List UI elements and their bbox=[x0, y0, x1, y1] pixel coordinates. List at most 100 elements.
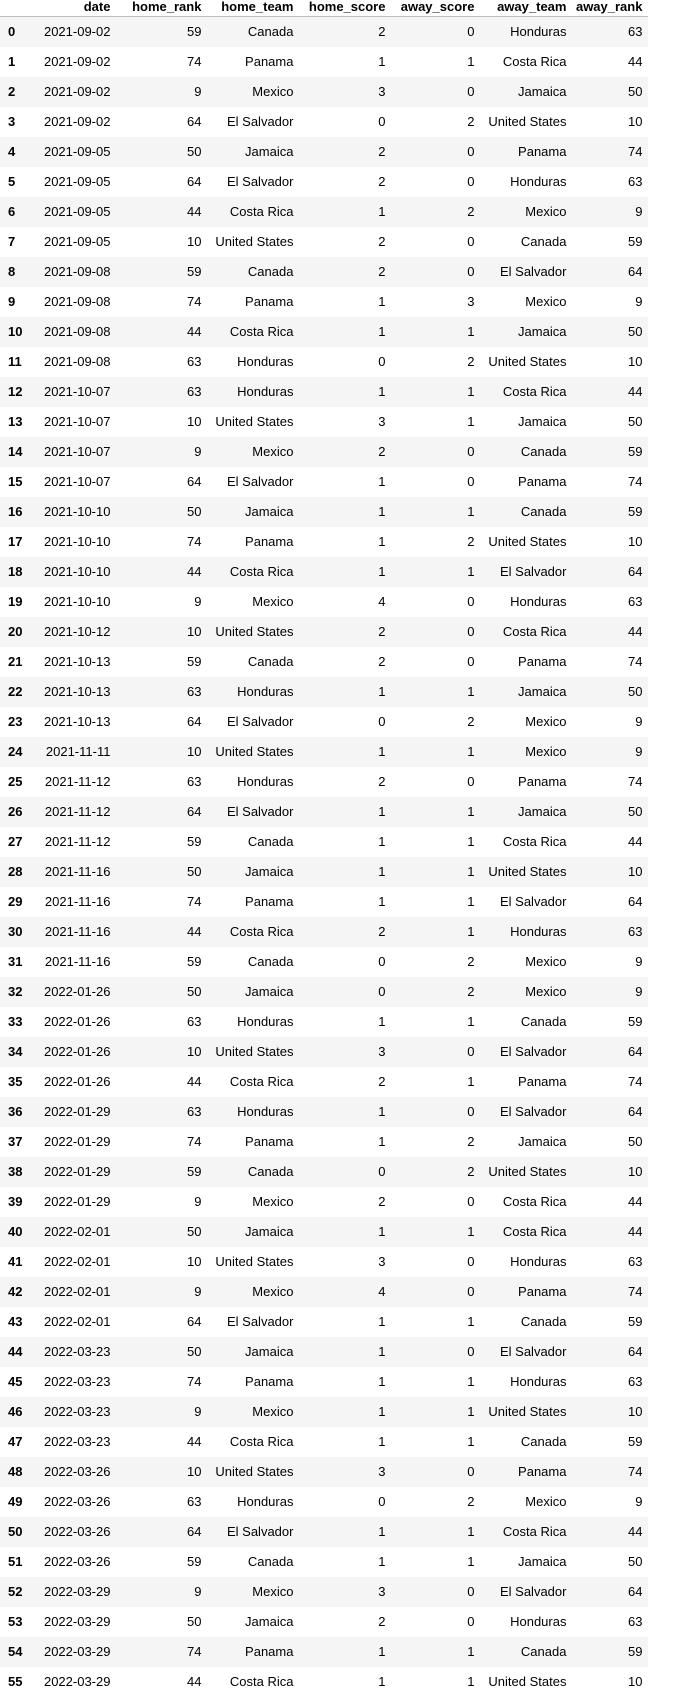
row-index: 10 bbox=[0, 317, 28, 347]
cell-home-team: Jamaica bbox=[207, 1217, 299, 1247]
cell-home-rank: 9 bbox=[116, 1397, 207, 1427]
cell-home-team: Jamaica bbox=[207, 1607, 299, 1637]
cell-home-score: 3 bbox=[299, 1037, 391, 1067]
cell-date: 2022-03-23 bbox=[28, 1397, 116, 1427]
cell-away-score: 0 bbox=[391, 587, 480, 617]
cell-away-team: Costa Rica bbox=[480, 47, 572, 77]
row-index: 16 bbox=[0, 497, 28, 527]
cell-home-score: 1 bbox=[299, 1097, 391, 1127]
cell-home-rank: 74 bbox=[116, 887, 207, 917]
cell-away-rank: 63 bbox=[572, 17, 648, 48]
cell-home-team: Jamaica bbox=[207, 857, 299, 887]
column-header-home-team: home_team bbox=[207, 0, 299, 17]
row-index: 17 bbox=[0, 527, 28, 557]
cell-away-rank: 44 bbox=[572, 47, 648, 77]
cell-away-rank: 59 bbox=[572, 1007, 648, 1037]
cell-away-team: Honduras bbox=[480, 1247, 572, 1277]
cell-away-team: Honduras bbox=[480, 1367, 572, 1397]
row-index: 27 bbox=[0, 827, 28, 857]
cell-home-team: Honduras bbox=[207, 347, 299, 377]
cell-home-score: 3 bbox=[299, 77, 391, 107]
cell-away-team: United States bbox=[480, 1157, 572, 1187]
cell-away-rank: 74 bbox=[572, 647, 648, 677]
cell-home-rank: 63 bbox=[116, 767, 207, 797]
cell-home-score: 0 bbox=[299, 347, 391, 377]
cell-away-team: Panama bbox=[480, 1067, 572, 1097]
cell-away-team: Canada bbox=[480, 227, 572, 257]
cell-home-rank: 9 bbox=[116, 1187, 207, 1217]
cell-away-score: 0 bbox=[391, 1247, 480, 1277]
cell-home-team: Panama bbox=[207, 887, 299, 917]
cell-date: 2022-03-23 bbox=[28, 1427, 116, 1457]
cell-away-rank: 44 bbox=[572, 1517, 648, 1547]
row-index: 39 bbox=[0, 1187, 28, 1217]
cell-date: 2021-09-08 bbox=[28, 257, 116, 287]
cell-home-rank: 10 bbox=[116, 227, 207, 257]
cell-home-team: Honduras bbox=[207, 677, 299, 707]
cell-home-score: 1 bbox=[299, 1547, 391, 1577]
cell-date: 2021-10-13 bbox=[28, 647, 116, 677]
cell-home-team: Mexico bbox=[207, 587, 299, 617]
row-index: 2 bbox=[0, 77, 28, 107]
cell-away-rank: 59 bbox=[572, 497, 648, 527]
cell-away-rank: 63 bbox=[572, 1607, 648, 1637]
cell-home-score: 2 bbox=[299, 1607, 391, 1637]
row-index: 49 bbox=[0, 1487, 28, 1517]
cell-home-rank: 44 bbox=[116, 317, 207, 347]
row-index: 40 bbox=[0, 1217, 28, 1247]
cell-away-team: Mexico bbox=[480, 1487, 572, 1517]
cell-home-rank: 74 bbox=[116, 1127, 207, 1157]
row-index: 45 bbox=[0, 1367, 28, 1397]
cell-home-score: 1 bbox=[299, 1367, 391, 1397]
cell-away-team: Jamaica bbox=[480, 1547, 572, 1577]
row-index: 20 bbox=[0, 617, 28, 647]
cell-home-team: Canada bbox=[207, 647, 299, 677]
cell-away-rank: 74 bbox=[572, 1457, 648, 1487]
cell-away-score: 1 bbox=[391, 1637, 480, 1667]
row-index: 15 bbox=[0, 467, 28, 497]
cell-home-rank: 50 bbox=[116, 857, 207, 887]
cell-away-score: 1 bbox=[391, 317, 480, 347]
cell-home-team: Jamaica bbox=[207, 137, 299, 167]
cell-home-score: 1 bbox=[299, 1427, 391, 1457]
row-index: 52 bbox=[0, 1577, 28, 1607]
row-index: 44 bbox=[0, 1337, 28, 1367]
cell-away-score: 0 bbox=[391, 437, 480, 467]
cell-home-rank: 9 bbox=[116, 77, 207, 107]
cell-date: 2021-10-10 bbox=[28, 587, 116, 617]
cell-date: 2021-10-13 bbox=[28, 707, 116, 737]
cell-away-rank: 9 bbox=[572, 707, 648, 737]
cell-away-team: Panama bbox=[480, 467, 572, 497]
cell-home-score: 0 bbox=[299, 947, 391, 977]
cell-away-rank: 10 bbox=[572, 347, 648, 377]
cell-home-score: 3 bbox=[299, 407, 391, 437]
row-index: 33 bbox=[0, 1007, 28, 1037]
cell-away-score: 0 bbox=[391, 647, 480, 677]
cell-home-score: 1 bbox=[299, 527, 391, 557]
row-index: 24 bbox=[0, 737, 28, 767]
column-header-away-rank: away_rank bbox=[572, 0, 648, 17]
cell-away-score: 0 bbox=[391, 1577, 480, 1607]
cell-home-rank: 10 bbox=[116, 1037, 207, 1067]
cell-home-team: El Salvador bbox=[207, 1307, 299, 1337]
cell-home-rank: 64 bbox=[116, 107, 207, 137]
cell-date: 2021-10-07 bbox=[28, 377, 116, 407]
cell-date: 2021-11-12 bbox=[28, 767, 116, 797]
cell-away-rank: 9 bbox=[572, 287, 648, 317]
cell-away-team: Costa Rica bbox=[480, 827, 572, 857]
cell-date: 2022-03-29 bbox=[28, 1637, 116, 1667]
cell-away-team: Jamaica bbox=[480, 677, 572, 707]
cell-away-rank: 44 bbox=[572, 377, 648, 407]
cell-home-score: 2 bbox=[299, 647, 391, 677]
cell-away-rank: 74 bbox=[572, 1277, 648, 1307]
cell-away-rank: 63 bbox=[572, 1247, 648, 1277]
cell-away-rank: 59 bbox=[572, 1307, 648, 1337]
